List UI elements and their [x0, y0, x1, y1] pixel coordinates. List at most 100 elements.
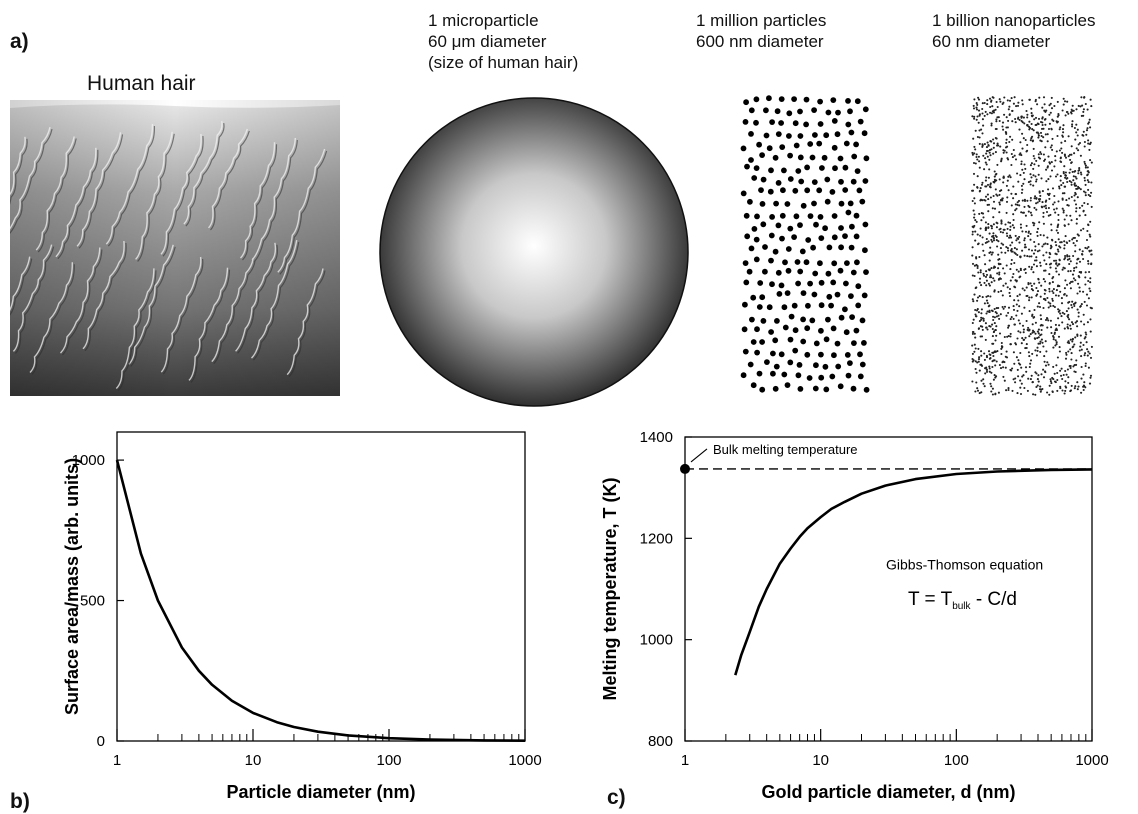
nanoparticle-dot [1017, 359, 1020, 362]
nanoparticle-dot [1074, 203, 1078, 206]
nanoparticle-dot [981, 181, 984, 184]
nanoparticle-dot [993, 307, 996, 311]
nanoparticle-dot [1084, 102, 1087, 106]
particle-dot [767, 188, 774, 195]
nanoparticle-dot [1083, 160, 1086, 163]
nanoparticle-dot [981, 112, 984, 115]
particle-dot [792, 120, 799, 127]
nanoparticle-dot [1003, 272, 1006, 275]
nanoparticle-dot [1021, 337, 1024, 340]
nanoparticle-dot [1003, 305, 1007, 308]
nanoparticle-dot [1061, 197, 1064, 200]
hair-scale-edge [135, 131, 173, 260]
nanoparticle-dot [1009, 135, 1012, 138]
nanoparticle-dot [1078, 290, 1081, 293]
nanoparticle-dot [1064, 385, 1067, 388]
nanoparticle-dot [1087, 139, 1090, 142]
nanoparticle-dot [971, 330, 974, 334]
nanoparticle-dot [1022, 331, 1025, 334]
nanoparticle-dot [1042, 222, 1045, 225]
nanoparticle-dot [987, 144, 990, 147]
particle-dot [811, 291, 818, 298]
nanoparticle-dot [1087, 262, 1090, 265]
nanoparticle-dot [1077, 282, 1080, 285]
particle-dot [859, 198, 866, 205]
nanoparticle-dot [973, 202, 976, 205]
nanoparticle-dot [1076, 292, 1079, 295]
nanoparticle-dot [1029, 238, 1032, 241]
nanoparticle-dot [1035, 256, 1038, 259]
nanoparticle-dot [1039, 295, 1042, 298]
nanoparticle-dot [998, 178, 1001, 181]
nanoparticle-dot [1039, 385, 1042, 388]
particle-dot [831, 352, 837, 359]
nanoparticle-dot [1010, 250, 1013, 253]
nanoparticle-dot [1007, 326, 1010, 329]
nanoparticle-dot [1010, 192, 1013, 195]
nanoparticle-dot [996, 163, 999, 166]
nanoparticle-dot [1027, 231, 1030, 234]
particle-dot [781, 371, 788, 378]
nanoparticle-dot [1010, 369, 1013, 372]
particle-dot [851, 340, 857, 346]
nanoparticle-dot [996, 142, 999, 145]
particle-dot [818, 235, 825, 242]
nanoparticle-dot [1056, 389, 1059, 392]
nanoparticle-dot [994, 151, 997, 154]
nanoparticle-dot [1050, 127, 1053, 130]
nanoparticle-dot [1064, 185, 1067, 188]
particle-dot [822, 363, 829, 370]
particle-dot [863, 386, 870, 393]
nanoparticle-dot [1017, 180, 1020, 183]
nanoparticle-dot [1022, 328, 1025, 331]
nanoparticle-dot [996, 272, 999, 275]
nanoparticle-dot [1075, 222, 1078, 225]
nanoparticle-dot [1053, 305, 1056, 309]
nanoparticle-dot [1045, 210, 1049, 214]
nanoparticle-dot [1062, 97, 1065, 100]
panel-a-label: a) [10, 30, 29, 53]
nanoparticle-dot [1046, 391, 1049, 394]
nanoparticle-dot [1030, 249, 1034, 252]
nanoparticle-dot [992, 109, 996, 112]
nanoparticle-dot [1068, 365, 1071, 368]
nanoparticle-dot [1083, 354, 1086, 357]
nanoparticle-dot [989, 154, 992, 157]
nanoparticle-dot [995, 226, 998, 229]
nanoparticle-dot [985, 370, 989, 373]
nanoparticle-dot [1002, 228, 1005, 231]
particle-dot [816, 140, 823, 147]
nanoparticle-dot [982, 274, 986, 277]
particle-dot [834, 131, 841, 138]
nanoparticle-dot [1011, 241, 1014, 244]
nanoparticle-dot [1036, 201, 1039, 204]
nanoparticle-dot [972, 318, 975, 321]
nanoparticle-dot [1069, 389, 1073, 392]
nanoparticle-dot [1049, 102, 1052, 105]
nanoparticle-dot [987, 223, 990, 226]
nanoparticle-dot [976, 233, 979, 236]
nanoparticle-dot [972, 161, 976, 165]
nanoparticle-dot [994, 376, 997, 379]
nanoparticle-dot [983, 281, 986, 284]
nanoparticle-dot [1016, 295, 1019, 298]
nanoparticle-dot [1013, 323, 1016, 326]
nanoparticle-dot [1071, 280, 1074, 283]
nanoparticle-dot [1069, 348, 1072, 351]
nanoparticle-dot [973, 350, 976, 353]
nanoparticle-dot [1039, 340, 1042, 343]
bulk-temperature-label: Bulk melting temperature [713, 442, 858, 457]
nanoparticle-dot [1018, 241, 1021, 244]
nanoparticle-dot [1055, 364, 1058, 367]
particle-dot [861, 292, 868, 299]
nanoparticle-dot [1038, 96, 1041, 99]
nanoparticle-dot [995, 179, 998, 182]
particle-dot [762, 244, 768, 250]
nanoparticle-dot [1087, 171, 1090, 174]
nanoparticle-dot [985, 149, 988, 153]
nanoparticle-dot [1045, 350, 1048, 353]
nanoparticle-dot [1047, 178, 1050, 181]
particle-dot [851, 153, 858, 160]
nanoparticle-dot [1047, 301, 1050, 304]
nanoparticle-dot [1073, 199, 1076, 202]
